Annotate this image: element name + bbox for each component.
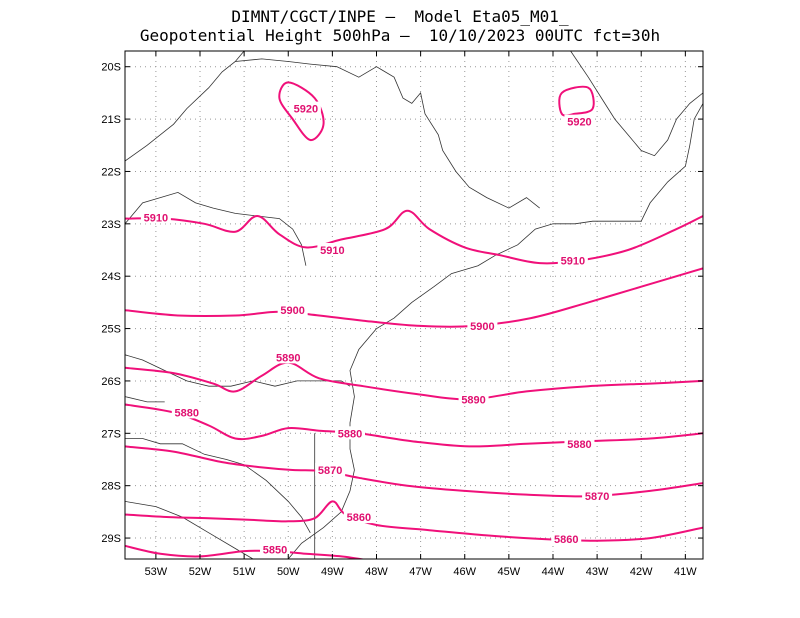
coastline	[287, 328, 377, 559]
lon-label: 46W	[453, 566, 476, 578]
lat-label: 27S	[101, 428, 121, 440]
lat-label: 25S	[101, 324, 121, 336]
contour-label: 5890	[276, 352, 300, 364]
lon-label: 52W	[189, 566, 212, 578]
coastline	[125, 354, 351, 387]
lon-label: 41W	[674, 566, 697, 578]
contour-label: 5900	[280, 305, 304, 317]
contour-label: 5910	[144, 213, 168, 225]
contour-label: 5920	[567, 117, 591, 129]
contour-line-5920	[558, 85, 595, 117]
lon-label: 44W	[542, 566, 565, 578]
contour-label-bg	[564, 114, 595, 128]
longitude-labels: 53W 52W 51W 50W 49W 48W 47W 46W 45W 44W 43W 42W 41W	[145, 566, 698, 578]
contour-label-bg	[335, 426, 366, 440]
contour-label-bg	[290, 101, 321, 115]
contour-label: 5910	[320, 245, 344, 257]
map-title-line-1: DIMNT/CGCT/INPE – Model Eta05_M01_	[231, 7, 569, 26]
lon-label: 47W	[409, 566, 432, 578]
contour-line-5880	[125, 403, 703, 448]
contour-label: 5880	[567, 439, 591, 451]
contour-label-bg	[582, 489, 613, 503]
lat-label: 23S	[101, 219, 121, 231]
lon-label: 51W	[233, 566, 256, 578]
lon-label: 43W	[586, 566, 609, 578]
contour-line-5920	[278, 81, 325, 142]
contour-label: 5870	[585, 491, 609, 503]
contour-label-bg	[260, 542, 291, 556]
contour-label-bg	[273, 350, 304, 364]
contour-line-5890	[125, 361, 703, 401]
lat-label: 28S	[101, 481, 121, 493]
lon-label: 42W	[630, 566, 653, 578]
lon-label: 45W	[498, 566, 521, 578]
contour-line-5870	[125, 445, 703, 498]
lat-label: 20S	[101, 62, 121, 74]
contour-label: 5870	[318, 465, 342, 477]
coastline	[125, 51, 245, 162]
contour-labels: 5920 5920 5910 5910 5910 5900 5900 5890 5890 5880…	[140, 101, 613, 557]
contour-label: 5920	[294, 104, 318, 116]
latitude-labels: 20S 21S 22S 23S 24S 25S 26S 27S 28S 29S	[101, 62, 121, 545]
coastline	[125, 438, 311, 533]
contour-label-bg	[557, 253, 588, 267]
lat-label: 29S	[101, 533, 121, 545]
contour-label-bg	[171, 405, 202, 419]
lat-label: 21S	[101, 114, 121, 126]
contour-label: 5880	[338, 428, 362, 440]
coastline	[235, 58, 540, 209]
plot-frame	[124, 50, 704, 560]
lat-label: 22S	[101, 166, 121, 178]
graticule	[125, 51, 703, 559]
height-contours	[125, 81, 703, 559]
contour-label: 5900	[470, 321, 494, 333]
lon-label: 49W	[321, 566, 344, 578]
lon-label: 48W	[365, 566, 388, 578]
lat-label: 24S	[101, 271, 121, 283]
lat-label: 26S	[101, 376, 121, 388]
lon-label: 50W	[277, 566, 300, 578]
contour-label: 5860	[554, 534, 578, 546]
coastline	[125, 501, 254, 559]
coastlines	[125, 51, 703, 559]
contour-label-bg	[343, 510, 374, 524]
contour-line-5900	[125, 267, 703, 328]
contour-label-bg	[317, 243, 348, 257]
lon-label: 53W	[145, 566, 168, 578]
coastline	[125, 396, 165, 403]
contour-label-bg	[277, 303, 308, 317]
contour-label: 5890	[461, 394, 485, 406]
contour-label-bg	[467, 318, 498, 332]
contour-label-bg	[551, 532, 582, 546]
contour-label: 5850	[263, 545, 287, 557]
contour-label: 5880	[175, 407, 199, 419]
coastline	[376, 103, 703, 329]
contour-label-bg	[564, 436, 595, 450]
map-title-line-2: Geopotential Height 500hPa – 10/10/2023 …	[139, 26, 661, 45]
contour-label: 5860	[347, 512, 371, 524]
contour-label: 5910	[561, 255, 585, 267]
contour-label-bg	[140, 210, 171, 224]
contour-label-bg	[315, 462, 346, 476]
contour-line-5910	[125, 209, 703, 265]
coastline	[125, 191, 307, 266]
axis-ticks	[125, 51, 703, 559]
coastline	[570, 51, 703, 157]
contour-label-bg	[458, 392, 489, 406]
